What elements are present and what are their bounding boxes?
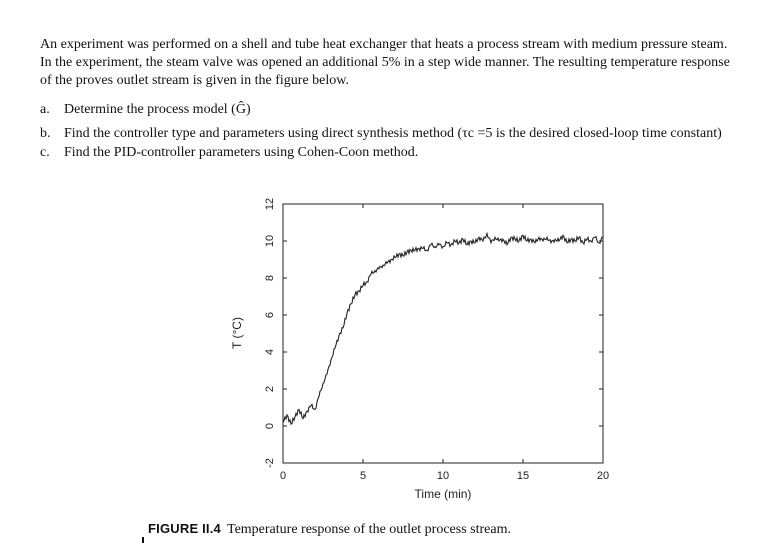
axis-ticks [282, 203, 604, 464]
question-list: a. Determine the process model (Ĝ) b. Fi… [40, 101, 740, 161]
x-tick-label: 15 [517, 470, 529, 482]
y-tick-label: 8 [264, 275, 276, 281]
y-tick-label: 6 [264, 312, 276, 318]
x-tick-label: 0 [280, 470, 286, 482]
problem-intro: An experiment was performed on a shell a… [40, 36, 740, 90]
y-tick-label: 10 [264, 235, 276, 247]
y-axis-label: T (°C) [230, 317, 244, 349]
question-text: Determine the process model (Ĝ) [64, 102, 251, 117]
y-tick-label: 0 [264, 423, 276, 429]
figure-number: FIGURE II.4 [148, 521, 221, 536]
question-c: c. Find the PID-controller parameters us… [40, 144, 740, 161]
question-label: b. [40, 126, 51, 141]
x-tick-label: 20 [597, 470, 609, 482]
x-axis-label: Time (min) [415, 487, 472, 501]
y-tick-label: 4 [264, 349, 276, 355]
question-label: c. [40, 145, 50, 160]
figure-caption: FIGURE II.4 Temperature response of the o… [148, 521, 511, 538]
caption-marker [142, 537, 144, 543]
question-b: b. Find the controller type and paramete… [40, 125, 740, 142]
figure-caption-text: Temperature response of the outlet proce… [227, 522, 511, 537]
x-tick-label: 10 [437, 470, 449, 482]
y-tick-label: 2 [264, 386, 276, 392]
question-a: a. Determine the process model (Ĝ) [40, 101, 740, 118]
problem-intro-text: An experiment was performed on a shell a… [40, 37, 730, 88]
plot-frame [282, 203, 604, 464]
y-tick-label: -2 [264, 458, 276, 468]
question-text: Find the controller type and parameters … [64, 126, 722, 141]
question-label: a. [40, 102, 50, 117]
temperature-series-line [282, 231, 604, 425]
x-tick-label: 5 [360, 470, 366, 482]
y-tick-label: 12 [264, 198, 276, 210]
question-text: Find the PID-controller parameters using… [64, 145, 419, 160]
tick-labels: 0 5 10 15 20 -2 0 2 4 6 8 10 12 [264, 198, 609, 482]
